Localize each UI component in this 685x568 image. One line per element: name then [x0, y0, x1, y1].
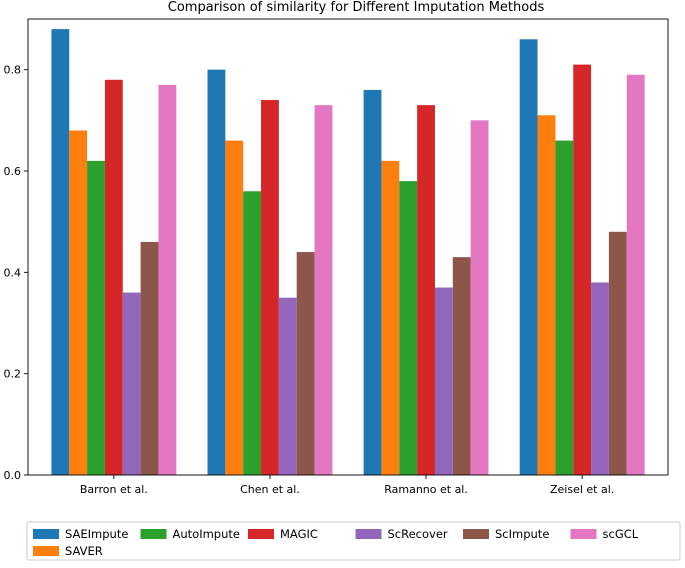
bar-scimpute-zeisel-et-al	[608, 231, 627, 475]
y-tick-label: 0.2	[4, 368, 22, 381]
bar-autoimpute-barron-et-al	[87, 160, 105, 475]
bar-screcover-chen-et-al	[278, 297, 297, 475]
bar-scgcl-ramanno-et-al	[470, 120, 489, 475]
axes-layer: 0.0 0.2 0.4 0.6 0.8 Barron et al. Chen et al. R…	[4, 18, 669, 496]
bar-saeimpute-barron-et-al	[51, 29, 70, 475]
legend-swatch-autoimpute	[140, 529, 167, 539]
bars-layer	[51, 29, 645, 476]
bar-magic-ramanno-et-al	[417, 105, 435, 475]
x-tick-label-barron-et-al: Barron et al.	[80, 483, 148, 496]
bar-scgcl-chen-et-al	[314, 105, 333, 475]
legend-label-scgcl: scGCL	[603, 527, 639, 541]
x-tick-label-zeisel-et-al: Zeisel et al.	[550, 483, 614, 496]
legend-label-saeimpute: SAEImpute	[65, 527, 128, 541]
plot-frame	[27, 18, 669, 476]
bar-magic-barron-et-al	[104, 79, 123, 476]
chart-title: Comparison of similarity for Different I…	[168, 0, 545, 15]
bar-scimpute-barron-et-al	[140, 241, 159, 475]
bar-screcover-barron-et-al	[122, 292, 141, 475]
bar-magic-chen-et-al	[261, 100, 279, 475]
bar-scimpute-chen-et-al	[296, 252, 315, 475]
y-tick-label: 0.4	[4, 266, 22, 279]
legend-swatch-scimpute	[463, 529, 489, 539]
bar-scgcl-zeisel-et-al	[626, 74, 645, 475]
legend-label-magic: MAGIC	[280, 527, 318, 541]
y-tick-label: 0.0	[4, 469, 22, 482]
legend: SAEImpute SAVER AutoImpute MAGIC ScRecover Sc…	[26, 521, 681, 561]
legend-label-screcover: ScRecover	[388, 527, 448, 541]
bar-scimpute-ramanno-et-al	[452, 257, 471, 475]
bar-saeimpute-zeisel-et-al	[519, 39, 538, 476]
legend-label-scimpute: ScImpute	[495, 527, 549, 541]
bar-magic-zeisel-et-al	[573, 64, 592, 475]
bar-screcover-zeisel-et-al	[591, 282, 609, 475]
bar-saver-barron-et-al	[69, 130, 88, 475]
legend-label-autoimpute: AutoImpute	[173, 527, 240, 541]
legend-label-saver: SAVER	[65, 544, 103, 558]
legend-box	[26, 521, 681, 561]
legend-swatch-saeimpute	[33, 529, 59, 539]
bar-saver-ramanno-et-al	[381, 160, 400, 475]
legend-swatch-magic	[248, 529, 274, 539]
legend-swatch-scgcl	[570, 529, 597, 539]
bar-autoimpute-zeisel-et-al	[555, 140, 574, 475]
bar-saeimpute-chen-et-al	[207, 69, 226, 476]
bar-autoimpute-ramanno-et-al	[399, 181, 418, 475]
y-tick-label: 0.8	[4, 64, 22, 77]
legend-swatch-screcover	[355, 529, 382, 539]
x-tick-label-chen-et-al: Chen et al.	[240, 483, 300, 496]
legend-swatch-saver	[33, 546, 59, 556]
bar-saver-chen-et-al	[225, 140, 244, 475]
bar-screcover-ramanno-et-al	[434, 287, 453, 475]
bar-autoimpute-chen-et-al	[243, 191, 262, 475]
bar-saver-zeisel-et-al	[537, 115, 556, 476]
x-tick-label-ramanno-et-al: Ramanno et al.	[384, 483, 468, 496]
bar-scgcl-barron-et-al	[158, 84, 177, 476]
y-tick-label: 0.6	[4, 165, 22, 178]
bar-saeimpute-ramanno-et-al	[363, 89, 382, 476]
